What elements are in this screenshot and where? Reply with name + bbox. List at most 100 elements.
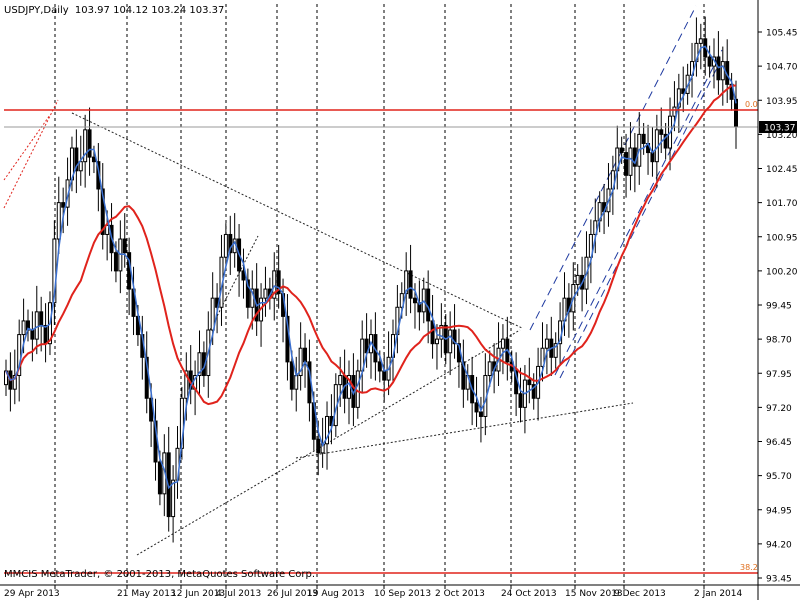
candle bbox=[716, 31, 721, 95]
candle-body-bull bbox=[272, 270, 277, 299]
trendline bbox=[559, 61, 721, 379]
candle bbox=[325, 401, 330, 470]
price-tick-label: 95.70 bbox=[766, 472, 792, 482]
candle bbox=[500, 324, 505, 375]
date-tick-label: 26 Jul 2013 bbox=[267, 589, 318, 599]
candle-body-bear bbox=[91, 156, 96, 163]
candle bbox=[263, 266, 268, 317]
candle-body-bear bbox=[241, 270, 246, 281]
slow-moving-average bbox=[5, 84, 737, 406]
candle bbox=[698, 23, 703, 70]
fib-level-label: 38.2 bbox=[740, 563, 758, 572]
candle-body-bull bbox=[34, 311, 39, 340]
candle-body-bear bbox=[619, 147, 624, 154]
candle-body-bear bbox=[100, 188, 105, 235]
candle-body-bear bbox=[650, 152, 655, 163]
price-tick-label: 105.45 bbox=[766, 29, 798, 39]
candle bbox=[223, 223, 228, 269]
candle-body-bear bbox=[408, 270, 413, 299]
candle-body-bull bbox=[628, 147, 633, 176]
date-tick-label: 2 Oct 2013 bbox=[435, 589, 485, 599]
candle-body-bear bbox=[113, 252, 118, 272]
candle-body-bull bbox=[56, 202, 61, 240]
candle bbox=[100, 163, 105, 250]
trendline bbox=[554, 49, 723, 376]
candle-body-bear bbox=[122, 238, 127, 254]
candle bbox=[474, 376, 479, 427]
current-price-label: 103.37 bbox=[764, 124, 796, 134]
candle bbox=[452, 304, 457, 359]
candle-body-bear bbox=[641, 133, 646, 144]
moving-averages bbox=[5, 45, 737, 490]
trendline bbox=[3, 114, 51, 181]
vertical-gridlines bbox=[54, 4, 705, 585]
candle bbox=[531, 373, 536, 410]
price-tick-label: 93.45 bbox=[766, 575, 792, 585]
candle-body-bull bbox=[294, 375, 299, 390]
price-tick-label: 104.70 bbox=[766, 63, 798, 73]
candle-body-bull bbox=[487, 361, 492, 377]
horizontal-levels: 0.0 38.2 103.37 bbox=[4, 100, 797, 574]
candle bbox=[408, 244, 413, 314]
price-tick-label: 94.20 bbox=[766, 540, 792, 550]
date-tick-label: 21 May 2013 bbox=[117, 589, 176, 599]
candle-body-bear bbox=[74, 147, 79, 172]
date-tick-label: 10 Sep 2013 bbox=[374, 589, 431, 599]
candle-body-bull bbox=[448, 329, 453, 354]
candle bbox=[34, 285, 39, 355]
candle-body-bull bbox=[325, 415, 330, 445]
candle-body-bull bbox=[21, 320, 26, 336]
candle-body-bull bbox=[698, 38, 703, 44]
candle-body-bull bbox=[83, 129, 88, 163]
candle-body-bear bbox=[157, 461, 162, 495]
price-tick-label: 96.45 bbox=[766, 438, 792, 448]
date-tick-label: 9 Dec 2013 bbox=[614, 589, 666, 599]
candle bbox=[707, 45, 712, 78]
price-tick-label: 103.20 bbox=[766, 131, 798, 141]
candle-body-bull bbox=[338, 375, 343, 386]
current-price-tag bbox=[759, 121, 797, 133]
candle bbox=[553, 332, 558, 369]
candle-body-bull bbox=[399, 293, 404, 308]
candle-body-bull bbox=[171, 479, 176, 518]
ohlc-values: 103.97 104.12 103.24 103.37 bbox=[74, 5, 225, 16]
trendline bbox=[71, 112, 523, 329]
date-tick-label: 2 Jan 2014 bbox=[694, 589, 742, 599]
candle bbox=[544, 324, 549, 375]
price-tick-label: 97.20 bbox=[766, 404, 792, 414]
price-tick-label: 97.95 bbox=[766, 370, 792, 380]
candle-body-bull bbox=[720, 61, 725, 81]
candle-body-bear bbox=[707, 56, 712, 67]
candle bbox=[52, 220, 57, 326]
candle-body-bear bbox=[531, 384, 536, 399]
candle-body-bear bbox=[316, 438, 321, 454]
candle-body-bull bbox=[4, 370, 8, 386]
candle-body-bear bbox=[377, 361, 382, 372]
candle-body-bear bbox=[734, 98, 738, 128]
date-tick-label: 12 Jun 2013 bbox=[171, 589, 225, 599]
candle-body-bull bbox=[544, 338, 549, 349]
candle bbox=[61, 187, 66, 234]
candle bbox=[56, 176, 61, 255]
candle bbox=[641, 123, 646, 155]
price-tick-label: 100.20 bbox=[766, 267, 798, 277]
candle-body-bull bbox=[184, 370, 189, 399]
symbol-header: USDJPY,Daily 103.97 104.12 103.24 103.37 bbox=[4, 5, 224, 16]
candle bbox=[487, 350, 492, 387]
candle-body-bear bbox=[289, 361, 294, 390]
candle-body-bull bbox=[210, 297, 215, 331]
price-tick-label: 100.95 bbox=[766, 233, 798, 243]
candle-body-bear bbox=[30, 329, 35, 340]
candle-body-bull bbox=[672, 106, 677, 117]
candle bbox=[241, 248, 246, 299]
candle-body-bear bbox=[245, 279, 250, 308]
symbol-name: USDJPY,Daily bbox=[4, 5, 69, 16]
candle-body-bull bbox=[197, 352, 202, 377]
candle bbox=[439, 303, 444, 358]
price-tick-label: 99.45 bbox=[766, 302, 792, 312]
candle-body-bull bbox=[223, 233, 228, 258]
price-tick-label: 98.70 bbox=[766, 336, 792, 346]
